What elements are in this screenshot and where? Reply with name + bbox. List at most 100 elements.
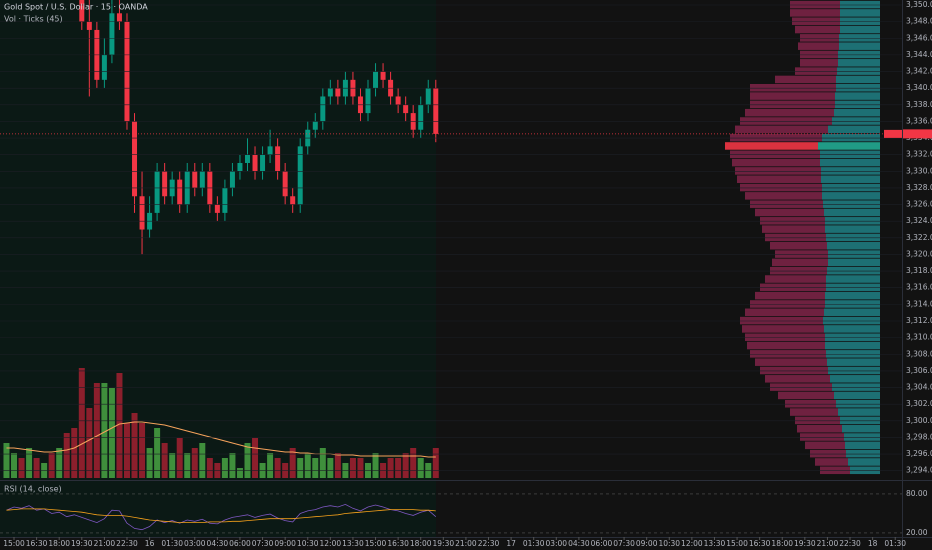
profile-down bbox=[755, 291, 825, 300]
profile-down bbox=[775, 250, 828, 258]
candle-body bbox=[418, 104, 424, 130]
profile-up bbox=[826, 283, 880, 292]
y-tick-label: 3,338.00 bbox=[906, 100, 932, 109]
price-pane bbox=[0, 0, 902, 478]
profile-down bbox=[815, 458, 848, 466]
y-tick-label: 3,296.00 bbox=[906, 449, 932, 458]
x-tick-label: 07:30 bbox=[613, 539, 635, 548]
profile-up bbox=[824, 208, 880, 217]
candle-body bbox=[275, 146, 281, 172]
profile-up bbox=[838, 50, 880, 59]
x-tick-label: 18 bbox=[868, 539, 878, 548]
x-tick-label: 17 bbox=[506, 539, 516, 548]
x-tick-label: 16:30 bbox=[749, 539, 771, 548]
volume-bar bbox=[297, 458, 304, 478]
volume-bar bbox=[161, 443, 168, 478]
profile-up bbox=[826, 275, 880, 283]
profile-up bbox=[822, 133, 880, 142]
candle-body bbox=[162, 171, 168, 197]
profile-up bbox=[838, 408, 880, 416]
profile-up bbox=[823, 316, 880, 325]
candle-body bbox=[101, 54, 107, 80]
y-tick-label: 3,336.00 bbox=[906, 116, 932, 125]
profile-down bbox=[755, 208, 824, 217]
profile-down bbox=[750, 100, 835, 109]
profile-up bbox=[832, 117, 880, 125]
profile-up bbox=[822, 183, 880, 192]
profile-down bbox=[785, 399, 836, 408]
x-tick-label: 13:30 bbox=[342, 539, 364, 548]
candle-body bbox=[260, 154, 266, 172]
candle-body bbox=[267, 146, 273, 155]
volume-bar bbox=[176, 438, 183, 478]
profile-down bbox=[778, 391, 834, 400]
candle-body bbox=[320, 96, 326, 122]
profile-up bbox=[821, 175, 880, 183]
profile-down bbox=[760, 366, 828, 375]
profile-down bbox=[750, 200, 823, 208]
profile-down bbox=[740, 316, 823, 325]
profile-down bbox=[775, 75, 836, 84]
profile-down bbox=[770, 241, 827, 250]
profile-down bbox=[810, 449, 846, 458]
profile-down bbox=[820, 466, 850, 475]
profile-down bbox=[760, 217, 825, 225]
x-tick-label: 18:00 bbox=[410, 539, 432, 548]
profile-down bbox=[797, 424, 842, 433]
profile-down bbox=[795, 25, 840, 34]
volume-bar bbox=[304, 453, 311, 478]
profile-down bbox=[798, 42, 839, 50]
x-tick-label: 03:00 bbox=[545, 539, 567, 548]
profile-up bbox=[823, 200, 880, 208]
volume-bar bbox=[56, 448, 63, 478]
profile-up bbox=[818, 142, 880, 150]
y-tick-label: 3,308.00 bbox=[906, 349, 932, 358]
x-tick-label: 16:30 bbox=[26, 539, 48, 548]
candle-body bbox=[199, 171, 205, 188]
profile-down bbox=[750, 83, 836, 92]
volume-bar bbox=[387, 458, 394, 478]
candle-body bbox=[365, 88, 371, 114]
profile-down bbox=[740, 117, 832, 125]
candle-body bbox=[229, 171, 235, 188]
volume-bar bbox=[86, 408, 93, 478]
profile-up bbox=[830, 375, 880, 383]
volume-bar bbox=[334, 453, 341, 478]
profile-up bbox=[827, 241, 880, 250]
candle-body bbox=[86, 21, 92, 30]
volume-bar bbox=[71, 428, 78, 478]
volume-bar bbox=[139, 423, 146, 478]
profile-up bbox=[839, 34, 880, 42]
candle-body bbox=[139, 196, 145, 230]
y-tick-label: 3,326.00 bbox=[906, 200, 932, 209]
profile-down bbox=[750, 92, 835, 100]
last-price-tag bbox=[903, 129, 932, 139]
candle-body bbox=[282, 171, 288, 197]
profile-up bbox=[827, 266, 880, 275]
profile-down bbox=[795, 416, 840, 425]
x-tick-label: 06:00 bbox=[229, 539, 251, 548]
profile-up bbox=[825, 300, 880, 308]
candle-body bbox=[222, 187, 228, 213]
profile-down bbox=[745, 108, 834, 117]
volume-bar bbox=[410, 448, 417, 478]
profile-up bbox=[848, 458, 880, 466]
x-tick-label: 18:00 bbox=[48, 539, 70, 548]
volume-bar bbox=[319, 448, 326, 478]
volume-bar bbox=[26, 448, 33, 478]
profile-down bbox=[737, 175, 821, 183]
volume-bar bbox=[395, 458, 402, 478]
profile-up bbox=[820, 150, 880, 159]
volume-bar bbox=[221, 458, 228, 478]
x-tick-label: 01:30 bbox=[523, 539, 545, 548]
candle-body bbox=[373, 71, 379, 89]
volume-bar bbox=[63, 433, 70, 478]
rsi-tick-label: 80.00 bbox=[906, 489, 928, 498]
profile-up bbox=[839, 42, 880, 50]
rsi-title: RSI (14, close) bbox=[4, 485, 62, 494]
y-tick-label: 3,318.00 bbox=[906, 266, 932, 275]
x-tick-label: 12:00 bbox=[681, 539, 703, 548]
volume-bar bbox=[274, 458, 281, 478]
volume-ma-line bbox=[6, 421, 436, 458]
profile-down bbox=[745, 333, 825, 341]
